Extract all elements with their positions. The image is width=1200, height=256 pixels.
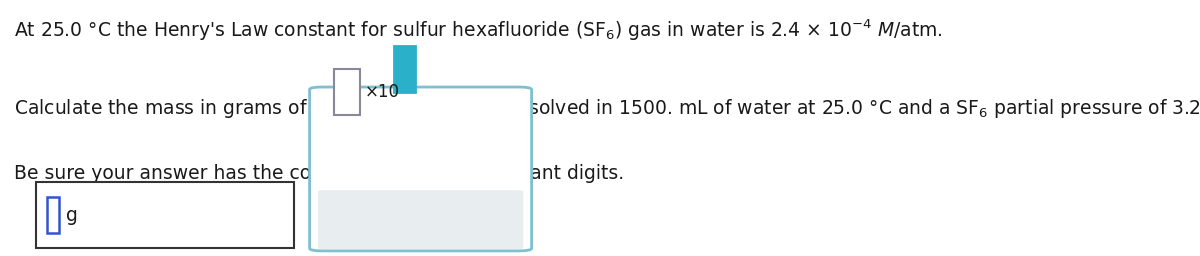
FancyBboxPatch shape <box>47 197 59 233</box>
Text: ×10: ×10 <box>365 83 400 101</box>
Text: Be sure your answer has the correct number of significant digits.: Be sure your answer has the correct numb… <box>14 164 624 183</box>
FancyBboxPatch shape <box>394 46 415 92</box>
FancyBboxPatch shape <box>334 69 360 115</box>
FancyBboxPatch shape <box>318 190 523 249</box>
FancyBboxPatch shape <box>310 87 532 251</box>
Text: At 25.0 °C the Henry's Law constant for sulfur hexafluoride $\left(\mathrm{SF}_6: At 25.0 °C the Henry's Law constant for … <box>14 18 943 44</box>
Text: Calculate the mass in grams of $\mathrm{SF}_6$ gas that can be dissolved in 1500: Calculate the mass in grams of $\mathrm{… <box>14 97 1200 120</box>
Text: g: g <box>66 206 78 225</box>
FancyBboxPatch shape <box>36 182 294 248</box>
